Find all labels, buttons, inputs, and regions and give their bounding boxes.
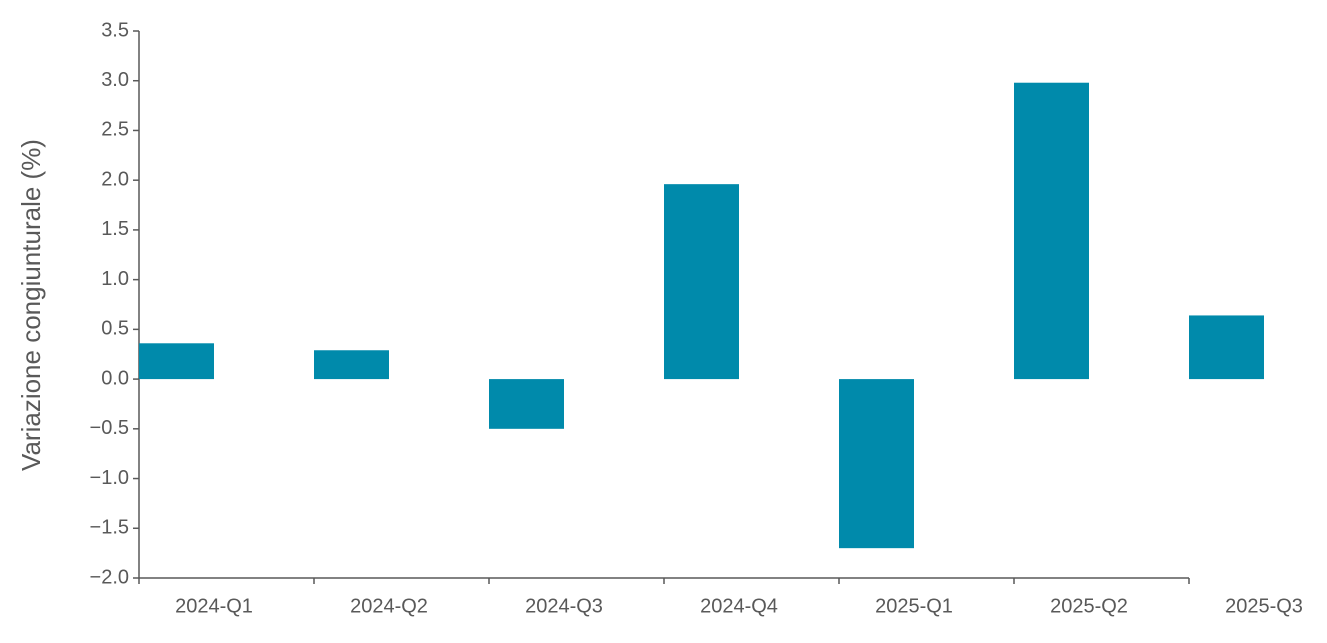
y-tick-label: 1.5 <box>101 218 129 240</box>
bar <box>314 350 389 380</box>
x-tick-label: 2024-Q2 <box>350 595 428 617</box>
bar <box>839 379 914 549</box>
x-tick-label: 2024-Q1 <box>175 595 253 617</box>
x-tick-label: 2025-Q3 <box>1225 595 1303 617</box>
bar <box>1189 315 1264 380</box>
y-tick-label: 0.5 <box>101 318 129 340</box>
bar <box>139 343 214 380</box>
y-tick-label: −2.0 <box>90 566 129 588</box>
bar <box>1014 82 1089 380</box>
y-tick-label: −1.0 <box>90 467 129 489</box>
y-tick-label: 3.0 <box>101 69 129 91</box>
bar <box>489 379 564 429</box>
y-tick-label: −0.5 <box>90 417 129 439</box>
y-tick-label: 1.0 <box>101 268 129 290</box>
bar <box>664 184 739 380</box>
x-tick-label: 2024-Q4 <box>700 595 778 617</box>
y-tick-label: 2.0 <box>101 168 129 190</box>
y-tick-label: 0.0 <box>101 367 129 389</box>
y-tick-label: −1.5 <box>90 517 129 539</box>
x-tick-label: 2025-Q2 <box>1050 595 1128 617</box>
y-axis-label: Variazione congiunturale (%) <box>16 139 46 471</box>
y-tick-label: 2.5 <box>101 119 129 141</box>
y-tick-label: 3.5 <box>101 19 129 41</box>
x-tick-label: 2025-Q1 <box>875 595 953 617</box>
x-tick-label: 2024-Q3 <box>525 595 603 617</box>
